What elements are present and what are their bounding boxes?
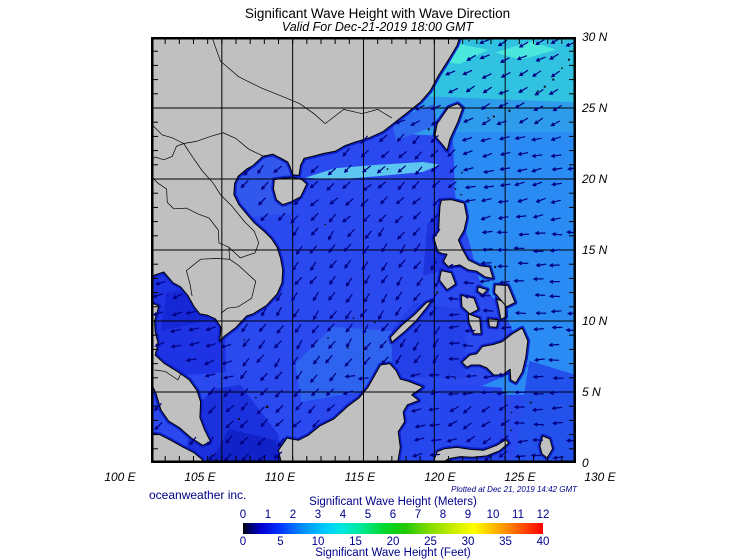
feet-tick-30: 30 xyxy=(461,536,475,548)
colorbar-meters-ticks: 0 1 2 3 4 5 6 7 8 9 10 11 12 xyxy=(239,509,550,521)
degree-ticks xyxy=(153,39,574,461)
lat-label-0: 0 xyxy=(582,456,589,470)
feet-tick-10: 10 xyxy=(311,536,325,548)
lon-label-105e: 105 E xyxy=(184,470,216,484)
chart-title: Significant Wave Height with Wave Direct… xyxy=(244,6,511,21)
meters-tick-4: 4 xyxy=(339,509,347,521)
colorbar-title-meters: Significant Wave Height (Meters) xyxy=(309,496,477,508)
lat-label-10n: 10 N xyxy=(582,314,608,328)
lat-label-20n: 20 N xyxy=(582,172,608,186)
meters-tick-5: 5 xyxy=(364,509,372,521)
lon-label-125e: 125 E xyxy=(504,470,536,484)
colorbar-feet-ticks: 0 5 10 15 20 25 30 35 40 xyxy=(239,536,550,548)
meters-tick-1: 1 xyxy=(264,509,272,521)
country-borders xyxy=(151,37,392,381)
feet-tick-20: 20 xyxy=(386,536,400,548)
lon-label-115e: 115 E xyxy=(344,470,376,484)
lon-label-120e: 120 E xyxy=(424,470,456,484)
colorbar-gradient xyxy=(243,523,543,534)
meters-tick-12: 12 xyxy=(536,509,550,521)
plotted-timestamp: Plotted at Dec 21, 2019 14:42 GMT xyxy=(451,485,577,494)
meters-tick-2: 2 xyxy=(289,509,297,521)
meters-tick-0: 0 xyxy=(239,509,247,521)
lon-label-110e: 110 E xyxy=(264,470,296,484)
lat-label-25n: 25 N xyxy=(582,101,608,115)
feet-tick-5: 5 xyxy=(277,536,284,548)
chart-subtitle: Valid For Dec-21-2019 18:00 GMT xyxy=(281,20,474,34)
meters-tick-8: 8 xyxy=(439,509,447,521)
lat-label-30n: 30 N xyxy=(582,30,608,44)
feet-tick-25: 25 xyxy=(424,536,437,548)
lon-label-100e: 100 E xyxy=(104,470,136,484)
map-frame xyxy=(151,37,576,463)
meters-tick-11: 11 xyxy=(512,509,524,521)
feet-tick-0: 0 xyxy=(239,536,247,548)
feet-tick-35: 35 xyxy=(499,536,512,548)
lat-label-15n: 15 N xyxy=(582,243,608,257)
wave-map xyxy=(151,37,576,463)
branding-text: oceanweather inc. xyxy=(149,488,247,502)
feet-tick-40: 40 xyxy=(536,536,550,548)
lon-label-130e: 130 E xyxy=(584,470,616,484)
land-masses xyxy=(151,37,554,463)
meters-tick-7: 7 xyxy=(414,509,422,521)
feet-tick-15: 15 xyxy=(349,536,362,548)
lat-label-5n: 5 N xyxy=(582,385,601,399)
small-islands xyxy=(211,37,570,462)
meters-tick-6: 6 xyxy=(389,509,397,521)
meters-tick-9: 9 xyxy=(464,509,472,521)
meters-tick-3: 3 xyxy=(314,509,322,521)
meters-tick-10: 10 xyxy=(486,509,500,521)
colorbar-title-feet: Significant Wave Height (Feet) xyxy=(315,547,471,559)
